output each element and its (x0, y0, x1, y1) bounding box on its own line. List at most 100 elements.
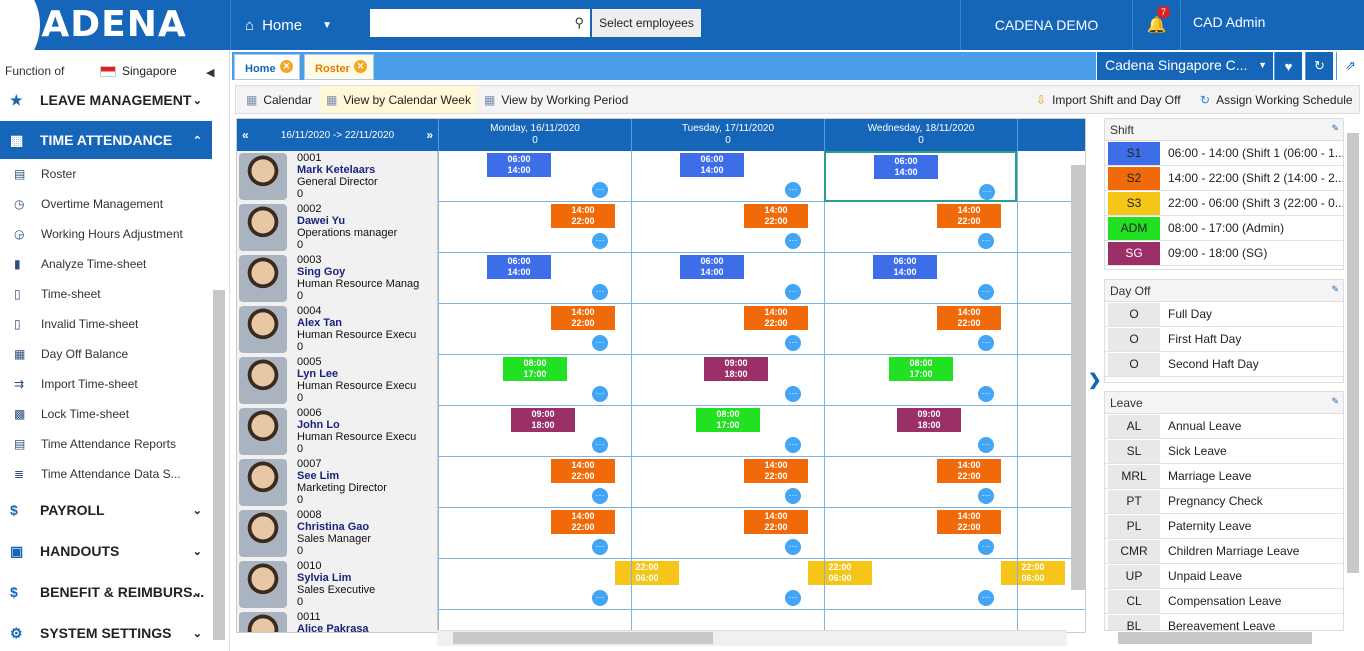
shift-block[interactable]: 14:00 22:00 (551, 510, 615, 534)
expand-panel-icon[interactable]: ❯ (1088, 372, 1102, 389)
shift-block[interactable]: 09:00 18:00 (897, 408, 961, 432)
more-options-icon[interactable]: ··· (979, 184, 995, 200)
sidebar-item-timesheet[interactable]: ▯ Time-sheet (0, 279, 212, 309)
shift-block[interactable]: 14:00 22:00 (937, 204, 1001, 228)
leave-row[interactable]: CMR Children Marriage Leave (1105, 539, 1343, 564)
roster-cell[interactable]: 09:00 18:00 ··· (438, 406, 631, 457)
shift-block[interactable]: 14:00 22:00 (937, 459, 1001, 483)
roster-cell[interactable] (1017, 559, 1085, 610)
home-menu-button[interactable]: ⌂ Home ▼ (230, 0, 358, 50)
leave-row[interactable]: CL Compensation Leave (1105, 589, 1343, 614)
shift-block[interactable]: 14:00 22:00 (551, 306, 615, 330)
shift-block[interactable]: 14:00 22:00 (744, 510, 808, 534)
more-options-icon[interactable]: ··· (978, 284, 994, 300)
dayoff-row[interactable]: O First Haft Day (1105, 327, 1343, 352)
shift-block[interactable]: 14:00 22:00 (937, 306, 1001, 330)
roster-cell[interactable]: 06:00 14:00 ··· (438, 253, 631, 304)
roster-cell[interactable]: 08:00 17:00 ··· (631, 406, 824, 457)
menu-time-attendance[interactable]: ▦ TIME ATTENDANCE ⌃ (0, 121, 212, 159)
sidebar-item-reports[interactable]: ▤ Time Attendance Reports (0, 429, 212, 459)
roster-cell[interactable]: 14:00 22:00 ··· (438, 304, 631, 355)
employee-cell[interactable]: 0001 Mark Ketelaars General Director 0 (237, 151, 438, 202)
roster-cell[interactable]: 22:00 06:00 ··· (631, 559, 872, 610)
shift-block[interactable]: 22:00 06:00 (808, 561, 872, 585)
search-input[interactable] (370, 9, 560, 37)
open-external-button[interactable]: ⇗ (1336, 52, 1364, 80)
collapse-sidebar-icon[interactable]: ◀ (206, 67, 215, 79)
more-options-icon[interactable]: ··· (785, 335, 801, 351)
view-by-week-button[interactable]: ▦ View by Calendar Week (320, 86, 477, 113)
leave-row[interactable]: BL Bereavement Leave (1105, 614, 1343, 630)
previous-week-icon[interactable]: « (242, 128, 249, 142)
shift-block[interactable]: 06:00 14:00 (487, 255, 551, 279)
country-selector[interactable]: Singapore (100, 64, 177, 78)
more-options-icon[interactable]: ··· (785, 182, 801, 198)
tab-roster[interactable]: Roster ✕ (304, 54, 374, 80)
search-icon[interactable]: ⚲ (574, 15, 584, 30)
view-by-period-button[interactable]: ▦ View by Working Period (478, 86, 634, 113)
roster-cell[interactable] (1017, 202, 1085, 253)
company-select[interactable]: Cadena Singapore C... ▼ (1097, 52, 1273, 80)
edit-icon[interactable]: ✎ (1331, 284, 1339, 294)
sidebar-item-lock[interactable]: ▩ Lock Time-sheet (0, 399, 212, 429)
employee-cell[interactable]: 0002 Dawei Yu Operations manager 0 (237, 202, 438, 253)
leave-row[interactable]: UP Unpaid Leave (1105, 564, 1343, 589)
select-employees-button[interactable]: Select employees (592, 9, 701, 37)
leave-row[interactable]: PL Paternity Leave (1105, 514, 1343, 539)
leave-row[interactable]: PT Pregnancy Check (1105, 489, 1343, 514)
shift-block[interactable]: 22:00 06:00 (615, 561, 679, 585)
sidebar-item-import[interactable]: ⇉ Import Time-sheet (0, 369, 212, 399)
shift-block[interactable]: 22:00 06:00 (1001, 561, 1065, 585)
shift-block[interactable]: 14:00 22:00 (744, 459, 808, 483)
roster-cell[interactable] (1017, 253, 1085, 304)
shift-row[interactable]: ADM 08:00 - 17:00 (Admin) (1105, 216, 1343, 241)
menu-payroll[interactable]: $ PAYROLL ⌄ (0, 492, 212, 528)
import-shift-button[interactable]: ⇩ Import Shift and Day Off (1030, 86, 1187, 113)
leave-row[interactable]: MRL Marriage Leave (1105, 464, 1343, 489)
roster-cell[interactable]: 22:00 06:00 ··· (824, 559, 1065, 610)
roster-cell[interactable]: 14:00 22:00 ··· (631, 457, 824, 508)
menu-system-settings[interactable]: ⚙ SYSTEM SETTINGS ⌄ (0, 615, 212, 651)
more-options-icon[interactable]: ··· (592, 488, 608, 504)
roster-cell[interactable]: 06:00 14:00 ··· (631, 151, 824, 202)
more-options-icon[interactable]: ··· (592, 182, 608, 198)
more-options-icon[interactable]: ··· (592, 284, 608, 300)
roster-cell[interactable]: 14:00 22:00 ··· (438, 457, 631, 508)
shift-row[interactable]: SG 09:00 - 18:00 (SG) (1105, 241, 1343, 266)
more-options-icon[interactable]: ··· (592, 437, 608, 453)
roster-cell[interactable]: 09:00 18:00 ··· (824, 406, 1017, 457)
edit-icon[interactable]: ✎ (1331, 396, 1339, 406)
roster-cell[interactable] (824, 610, 1017, 632)
sidebar-item-invalid[interactable]: ▯ Invalid Time-sheet (0, 309, 212, 339)
employee-cell[interactable]: 0008 Christina Gao Sales Manager 0 (237, 508, 438, 559)
roster-cell[interactable] (1017, 610, 1085, 632)
shift-block[interactable]: 14:00 22:00 (551, 204, 615, 228)
roster-cell[interactable]: 06:00 14:00 ··· (824, 253, 1017, 304)
roster-cell[interactable]: 08:00 17:00 ··· (824, 355, 1017, 406)
shift-block[interactable]: 08:00 17:00 (696, 408, 760, 432)
roster-cell[interactable]: 14:00 22:00 ··· (824, 304, 1017, 355)
grid-vertical-scrollbar[interactable] (1071, 165, 1085, 590)
shift-block[interactable]: 06:00 14:00 (873, 255, 937, 279)
shift-row[interactable]: S1 06:00 - 14:00 (Shift 1 (06:00 - 1... (1105, 141, 1343, 166)
more-options-icon[interactable]: ··· (978, 335, 994, 351)
sidebar-item-dayoff[interactable]: ▦ Day Off Balance (0, 339, 212, 369)
roster-cell[interactable]: 06:00 14:00 ··· (631, 253, 824, 304)
tab-home[interactable]: Home ✕ (234, 54, 300, 80)
panel-scrollbar[interactable] (1347, 133, 1359, 573)
sidebar-item-data-settings[interactable]: ≣ Time Attendance Data S... (0, 459, 212, 489)
shift-block[interactable]: 06:00 14:00 (680, 153, 744, 177)
more-options-icon[interactable]: ··· (592, 386, 608, 402)
roster-cell[interactable]: 14:00 22:00 ··· (438, 508, 631, 559)
roster-cell[interactable] (1017, 151, 1085, 202)
more-options-icon[interactable]: ··· (785, 539, 801, 555)
employee-cell[interactable]: 0007 See Lim Marketing Director 0 (237, 457, 438, 508)
dayoff-row[interactable]: O Full Day (1105, 302, 1343, 327)
menu-benefit[interactable]: $ BENEFIT & REIMBURS... ⌄ (0, 574, 212, 610)
roster-cell[interactable] (1017, 406, 1085, 457)
shift-block[interactable]: 14:00 22:00 (744, 306, 808, 330)
roster-cell[interactable] (438, 610, 631, 632)
more-options-icon[interactable]: ··· (785, 488, 801, 504)
more-options-icon[interactable]: ··· (978, 488, 994, 504)
sidebar-item-overtime[interactable]: ◷ Overtime Management (0, 189, 212, 219)
